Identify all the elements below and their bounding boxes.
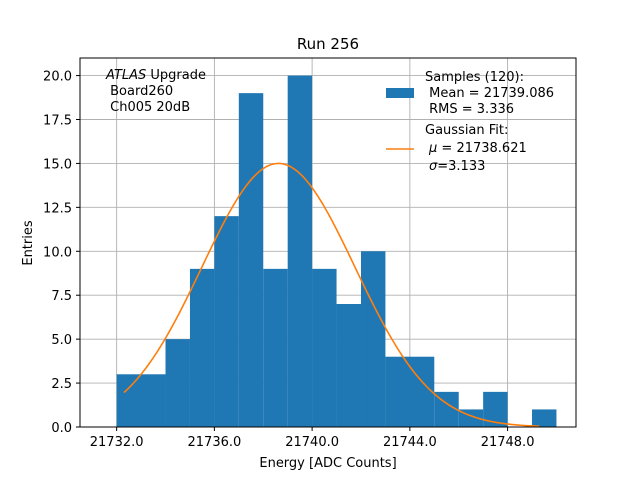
y-tick-label: 5.0 — [51, 333, 72, 348]
legend-sigma-value: =3.133 — [437, 159, 485, 174]
y-tick-label: 20.0 — [43, 70, 72, 85]
histogram-bar — [189, 268, 215, 427]
legend-sigma-symbol: σ — [429, 159, 438, 174]
histogram-bar — [287, 75, 313, 428]
histogram-bar — [532, 409, 557, 427]
legend-fit-mu: μ = 21738.621 — [428, 141, 527, 156]
legend-fit-sigma: σ=3.133 — [429, 159, 485, 174]
y-tick-label: 7.5 — [51, 289, 72, 304]
x-tick-label: 21748.0 — [481, 435, 535, 450]
y-axis-label: Entries — [21, 220, 36, 266]
legend-samples-rms: RMS = 3.336 — [425, 102, 514, 117]
legend-samples-swatch — [386, 88, 414, 98]
histogram-bar — [360, 251, 386, 427]
gaussian-fit-curve — [123, 162, 540, 428]
histogram-bar — [263, 268, 288, 427]
chart-title: Run 256 — [297, 35, 359, 53]
histogram-bar — [116, 374, 166, 427]
y-tick-label: 12.5 — [43, 201, 72, 216]
histogram-bar — [312, 268, 337, 427]
atlas-annotation: ATLAS Upgrade Board260 Ch005 20dB — [105, 68, 206, 115]
legend: Samples (120): Mean = 21739.086 RMS = 3.… — [386, 70, 554, 174]
x-axis-label: Energy [ADC Counts] — [259, 456, 396, 471]
legend-samples-mean: Mean = 21739.086 — [425, 86, 554, 101]
y-tick-label: 2.5 — [51, 377, 72, 392]
x-tick-label: 21744.0 — [383, 435, 437, 450]
axis-ticks: 21732.0 21736.0 21740.0 21744.0 21748.0 0.0 2.… — [43, 70, 534, 450]
annotation-channel: Ch005 20dB — [106, 100, 190, 115]
gaussian-fit-layer — [123, 162, 540, 428]
histogram-bar — [214, 216, 239, 427]
histogram-bar — [336, 304, 361, 427]
plot-frame — [79, 57, 577, 428]
y-tick-label: 0.0 — [51, 421, 72, 436]
histogram-bar — [165, 339, 190, 427]
legend-fit-title: Gaussian Fit: — [425, 123, 508, 138]
histogram-bars — [116, 75, 557, 428]
legend-mu-symbol: μ — [428, 141, 437, 156]
annotation-upgrade: Upgrade — [146, 68, 206, 83]
x-tick-label: 21740.0 — [285, 435, 339, 450]
legend-mu-value: = 21738.621 — [437, 141, 526, 156]
annotation-experiment: ATLAS — [105, 68, 146, 83]
y-tick-label: 10.0 — [43, 245, 72, 260]
annotation-board: Board260 — [106, 84, 173, 99]
y-tick-label: 15.0 — [43, 157, 72, 172]
y-tick-label: 17.5 — [43, 114, 72, 129]
annotation-line-1: ATLAS Upgrade — [105, 68, 206, 83]
x-tick-label: 21732.0 — [90, 435, 144, 450]
x-tick-label: 21736.0 — [188, 435, 242, 450]
histogram-bar — [385, 356, 435, 427]
histogram-bar — [238, 93, 264, 428]
legend-samples-title: Samples (120): — [425, 70, 524, 85]
